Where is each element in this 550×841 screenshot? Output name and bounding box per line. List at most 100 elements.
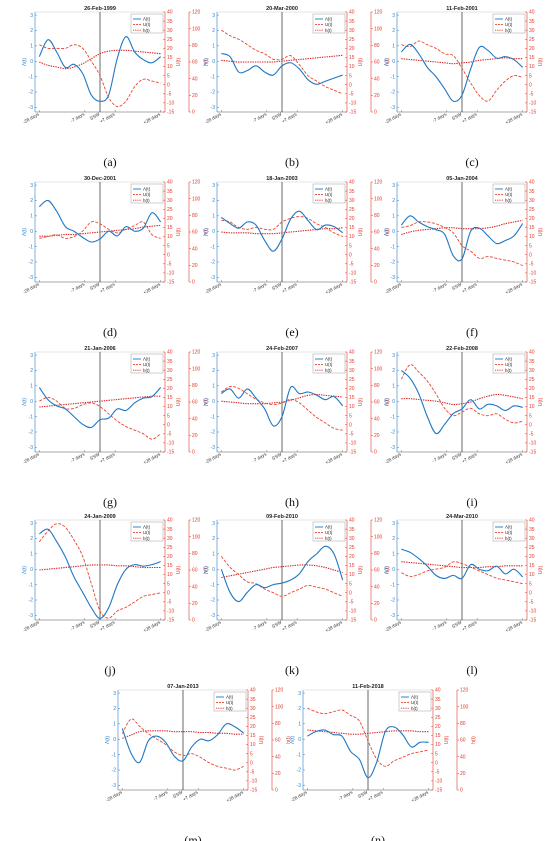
right1-tick-label: 35 xyxy=(349,527,355,533)
left-axis-label: Λ(t) xyxy=(384,566,390,574)
x-tick-label: -7 days xyxy=(252,619,268,631)
x-tick-label: +28 days xyxy=(324,451,343,465)
right1-tick-label: 5 xyxy=(349,73,352,79)
right1-tick-label: 20 xyxy=(529,216,535,222)
x-tick-label: -7 days xyxy=(70,451,86,463)
lambda-series-line xyxy=(307,726,429,779)
left-tick-label: -1 xyxy=(391,414,396,420)
right1-tick-label: 0 xyxy=(167,252,170,258)
right1-tick-label: -15 xyxy=(529,110,536,116)
left-tick-label: 3 xyxy=(30,353,33,359)
chart-title: 24-Mar-2010 xyxy=(446,514,478,520)
right1-tick-label: 10 xyxy=(167,64,173,70)
chart-title: 21-Jan-2006 xyxy=(84,346,116,352)
left-tick-label: -1 xyxy=(29,414,34,420)
left-axis-label: Λ(t) xyxy=(204,228,210,236)
right1-tick-label: 10 xyxy=(349,572,355,578)
x-tick-label: +28 days xyxy=(142,619,161,633)
panel-caption: (c) xyxy=(465,155,478,169)
panel-caption: (b) xyxy=(285,155,299,169)
legend-label: h(t) xyxy=(325,536,332,541)
x-tick-label: -28 days xyxy=(290,789,308,802)
right2-tick-label: 60 xyxy=(460,738,466,744)
legend-label: U(t) xyxy=(505,192,513,197)
right2-tick-label: 0 xyxy=(275,788,278,794)
right1-tick-label: 20 xyxy=(529,386,535,392)
left-axis-label: Λ(t) xyxy=(204,58,210,66)
right1-tick-label: -15 xyxy=(349,618,356,624)
right1-tick-label: 25 xyxy=(349,207,355,213)
x-tick-label: SSW xyxy=(271,619,283,629)
right1-tick-label: 0 xyxy=(435,760,438,766)
legend-label: U(t) xyxy=(505,362,513,367)
right1-tick-label: 5 xyxy=(349,243,352,249)
u-series-line xyxy=(38,523,161,619)
left-tick-label: 2 xyxy=(392,536,395,542)
right1-tick-label: -10 xyxy=(167,101,174,107)
right1-tick-label: 0 xyxy=(349,252,352,258)
lambda-series-line xyxy=(38,387,162,429)
right1-tick-label: 20 xyxy=(529,554,535,560)
right1-axis-label: U(t) xyxy=(176,398,182,407)
legend-label: Λ(t) xyxy=(143,17,151,22)
left-tick-label: 1 xyxy=(298,722,301,728)
right1-tick-label: 15 xyxy=(529,563,535,569)
left-tick-label: 3 xyxy=(298,691,301,697)
right1-tick-label: 35 xyxy=(435,697,441,703)
right2-tick-label: 100 xyxy=(192,26,201,32)
right1-tick-label: 20 xyxy=(529,46,535,52)
left-axis-label: Λ(t) xyxy=(22,398,28,406)
legend-label: U(t) xyxy=(411,700,419,705)
right1-tick-label: 25 xyxy=(167,545,173,551)
chart-title: 26-Feb-1999 xyxy=(84,6,116,12)
x-tick-label: SSW xyxy=(89,451,101,461)
right2-tick-label: 0 xyxy=(192,280,195,286)
right1-tick-label: 10 xyxy=(529,404,535,410)
right2-tick-label: 40 xyxy=(374,584,380,590)
left-tick-label: 3 xyxy=(212,13,215,19)
left-axis-label: Λ(t) xyxy=(204,566,210,574)
chart-panel: 07-Jan-2013-3-2-10123Λ(t)-15-10-50510152… xyxy=(105,684,292,841)
right2-tick-label: 0 xyxy=(374,618,377,624)
chart-panel: 24-Mar-2010-3-2-10123Λ(t)-15-10-50510152… xyxy=(384,514,544,677)
right1-tick-label: 35 xyxy=(349,19,355,25)
left-tick-label: -3 xyxy=(391,275,396,281)
left-tick-label: 3 xyxy=(392,521,395,527)
left-tick-label: 1 xyxy=(212,44,215,50)
right2-tick-label: 80 xyxy=(374,43,380,49)
h-series-line xyxy=(401,57,523,65)
h-series-line xyxy=(221,54,343,63)
right2-tick-label: 80 xyxy=(374,213,380,219)
right1-tick-label: 15 xyxy=(529,55,535,61)
left-tick-label: 2 xyxy=(30,198,33,204)
right2-tick-label: 120 xyxy=(192,10,201,16)
right2-axis-label: h(t) xyxy=(385,398,391,406)
right1-tick-label: -5 xyxy=(529,432,534,438)
right2-tick-label: 100 xyxy=(460,704,469,710)
legend-label: U(t) xyxy=(143,530,151,535)
legend-label: h(t) xyxy=(505,536,512,541)
right1-tick-label: -15 xyxy=(167,618,174,624)
legend-label: h(t) xyxy=(226,706,233,711)
right1-tick-label: 10 xyxy=(435,742,441,748)
right1-tick-label: -15 xyxy=(167,280,174,286)
right1-tick-label: 30 xyxy=(349,198,355,204)
right1-tick-label: -10 xyxy=(529,101,536,107)
x-tick-label: +28 days xyxy=(142,451,161,465)
left-tick-label: 0 xyxy=(30,567,33,573)
right1-tick-label: 10 xyxy=(349,64,355,70)
right1-tick-label: 20 xyxy=(349,554,355,560)
right2-tick-label: 40 xyxy=(192,76,198,82)
chart-panel: 24-Feb-2007-3-2-10123Λ(t)-15-10-50510152… xyxy=(204,346,391,509)
right1-tick-label: 5 xyxy=(529,243,532,249)
left-tick-label: -2 xyxy=(211,598,216,604)
right1-tick-label: 30 xyxy=(349,28,355,34)
right1-tick-label: 15 xyxy=(250,733,256,739)
x-tick-label: +28 days xyxy=(504,619,523,633)
x-tick-label: -7 days xyxy=(432,111,448,123)
left-tick-label: 2 xyxy=(30,28,33,34)
right1-tick-label: 10 xyxy=(349,234,355,240)
right1-tick-label: 20 xyxy=(349,216,355,222)
panel-caption: (m) xyxy=(184,833,201,841)
right2-tick-label: 20 xyxy=(192,263,198,269)
